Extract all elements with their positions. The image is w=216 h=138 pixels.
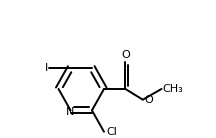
Text: Cl: Cl [107,127,118,137]
Text: CH₃: CH₃ [163,84,184,94]
Text: O: O [121,50,130,59]
Text: O: O [144,95,153,105]
Text: N: N [66,107,75,117]
Text: I: I [44,63,48,73]
